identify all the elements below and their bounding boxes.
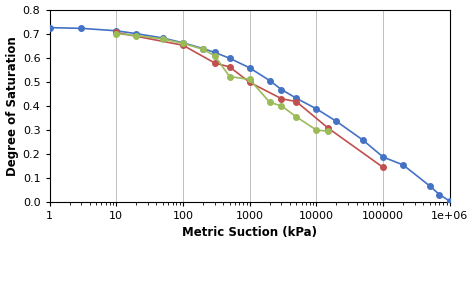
Test result 1 <box>380 166 386 169</box>
Best fit SWCC <box>200 47 206 50</box>
Line: Test result 1: Test result 1 <box>113 30 386 170</box>
Best fit SWCC <box>79 27 84 30</box>
Best fit SWCC <box>227 56 232 60</box>
Test result 2 <box>160 37 166 41</box>
Test result 2 <box>279 104 284 108</box>
Best fit SWCC <box>427 184 433 188</box>
Best fit SWCC <box>313 107 319 110</box>
Test result 2 <box>227 75 232 78</box>
Test result 2 <box>200 47 206 51</box>
Best fit SWCC <box>293 97 299 100</box>
Best fit SWCC <box>113 29 119 32</box>
Test result 2 <box>267 101 273 104</box>
Test result 1 <box>180 44 186 47</box>
Line: Best fit SWCC: Best fit SWCC <box>47 25 453 204</box>
Test result 2 <box>113 32 119 35</box>
Test result 2 <box>325 130 331 133</box>
Best fit SWCC <box>134 32 139 35</box>
Test result 2 <box>180 42 186 45</box>
Best fit SWCC <box>180 41 186 44</box>
Best fit SWCC <box>212 51 218 54</box>
Test result 2 <box>212 54 218 58</box>
Test result 1 <box>227 65 232 69</box>
Best fit SWCC <box>360 139 366 142</box>
Test result 2 <box>293 115 299 119</box>
Best fit SWCC <box>267 79 273 82</box>
Best fit SWCC <box>380 155 386 159</box>
Test result 2 <box>134 34 139 37</box>
Test result 2 <box>247 78 253 81</box>
Line: Test result 2: Test result 2 <box>113 31 331 134</box>
Test result 2 <box>313 128 319 132</box>
Best fit SWCC <box>447 200 453 203</box>
Y-axis label: Degree of Saturation: Degree of Saturation <box>6 36 18 176</box>
Test result 1 <box>247 81 253 84</box>
Test result 1 <box>293 100 299 103</box>
Test result 1 <box>113 31 119 34</box>
Best fit SWCC <box>401 163 406 167</box>
Best fit SWCC <box>279 88 284 91</box>
X-axis label: Metric Suction (kPa): Metric Suction (kPa) <box>182 226 317 239</box>
Best fit SWCC <box>437 193 442 196</box>
Best fit SWCC <box>46 26 52 29</box>
Test result 1 <box>212 61 218 65</box>
Best fit SWCC <box>334 120 339 123</box>
Test result 1 <box>325 126 331 130</box>
Best fit SWCC <box>160 36 166 40</box>
Best fit SWCC <box>247 66 253 70</box>
Test result 1 <box>279 97 284 100</box>
